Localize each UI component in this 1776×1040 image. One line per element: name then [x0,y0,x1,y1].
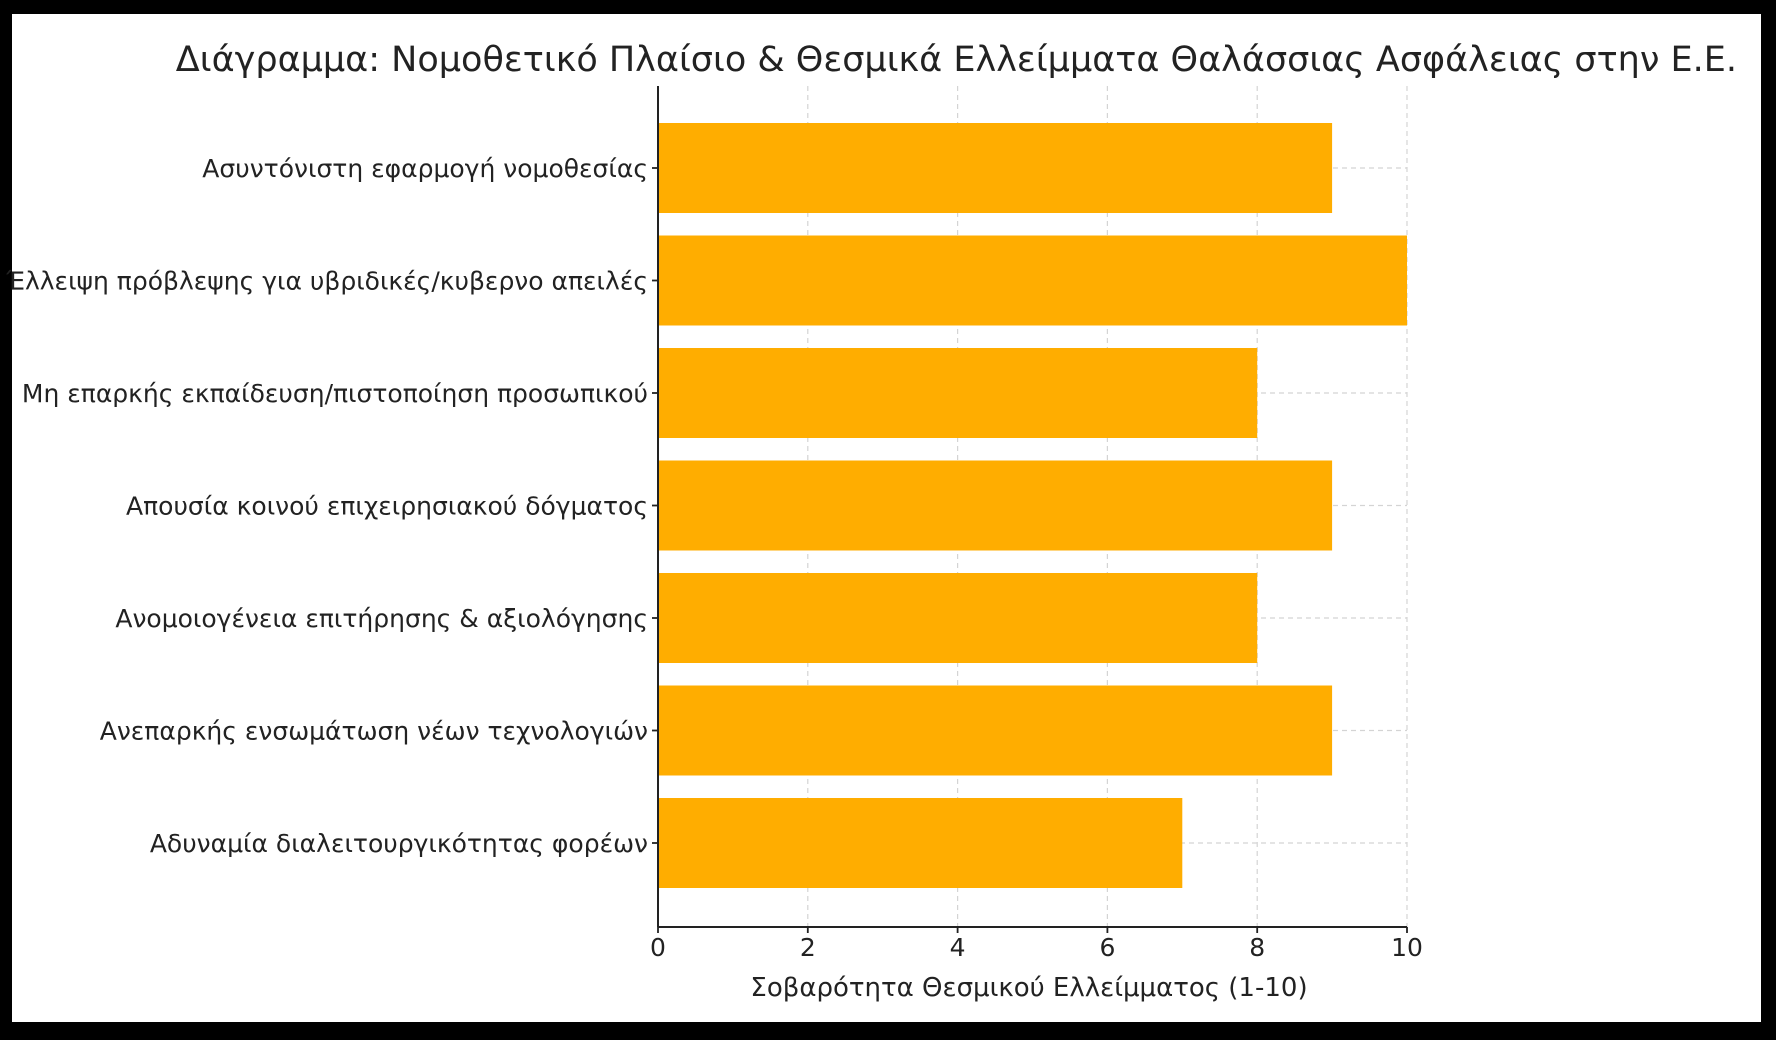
category-label: Μη επαρκής εκπαίδευση/πιστοποίηση προσωπ… [22,379,648,408]
x-tick-label: 0 [650,933,666,962]
bar [658,798,1183,888]
chart-title: Διάγραμμα: Νομοθετικό Πλαίσιο & Θεσμικά … [176,40,1737,80]
axes [652,86,1408,933]
x-tick-label: 8 [1249,933,1265,962]
x-tick-label: 2 [800,933,816,962]
x-tick-label: 6 [1099,933,1115,962]
category-label: Ανεπαρκής ενσωμάτωση νέων τεχνολογιών [100,717,648,746]
bar [658,685,1333,776]
bars [658,123,1407,888]
category-label: Ασυντόνιστη εφαρμογή νομοθεσίας [202,154,648,183]
category-label: Έλλειψη πρόβλεψης για υβριδικές/κυβερνο … [5,267,648,296]
category-label: Αδυναμία διαλειτουργικότητας φορέων [150,829,648,858]
bar [658,460,1333,551]
bar [658,235,1407,326]
bar [658,573,1258,663]
x-tick-label: 10 [1391,933,1423,962]
bar [658,123,1333,213]
x-tick-labels: 0 2 4 6 8 10 [650,933,1423,962]
bar [658,348,1258,438]
x-axis-label: Σοβαρότητα Θεσμικού Ελλείμματος (1-10) [750,973,1307,1003]
category-label: Ανομοιογένεια επιτήρησης & αξιολόγησης [115,604,648,633]
category-label: Απουσία κοινού επιχειρησιακού δόγματος [126,492,648,521]
x-tick-label: 4 [950,933,966,962]
category-labels: Ασυντόνιστη εφαρμογή νομοθεσίας Έλλειψη π… [5,154,648,858]
